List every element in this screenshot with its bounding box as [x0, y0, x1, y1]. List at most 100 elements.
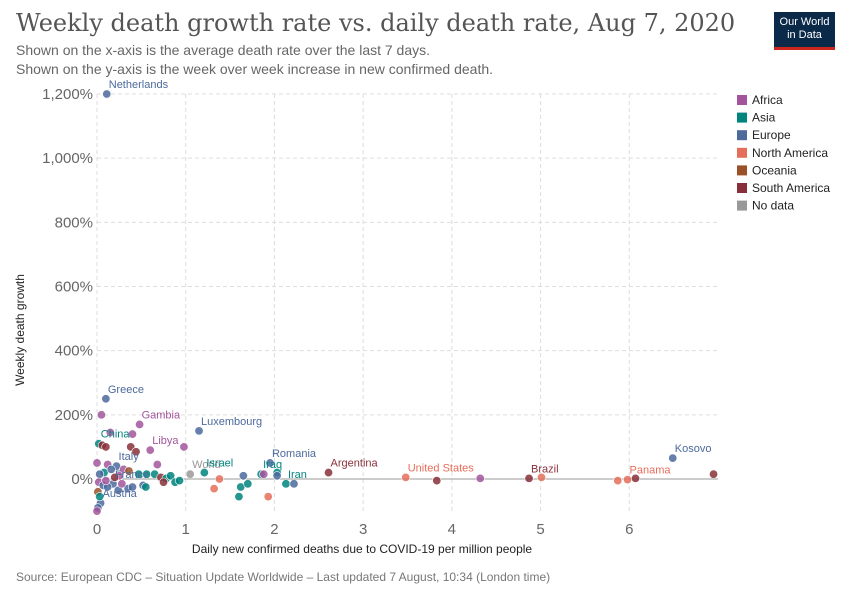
y-axis-label: Weekly death growth	[13, 274, 27, 386]
data-point-label: World	[192, 459, 221, 471]
point-labels: Netherlands Greece Gambia Luxembourg China Li…	[101, 79, 712, 500]
data-points	[92, 89, 719, 516]
x-tick-label: 1	[182, 521, 190, 538]
data-point[interactable]	[209, 484, 219, 494]
data-point-label: Iraq	[263, 459, 282, 471]
data-point[interactable]	[234, 492, 244, 502]
data-point[interactable]	[432, 476, 442, 486]
data-point[interactable]	[95, 469, 105, 479]
data-point-label: Libya	[152, 435, 179, 447]
data-point[interactable]	[179, 442, 189, 452]
source-note: Source: European CDC – Situation Update …	[16, 570, 551, 584]
y-tick-label: 1,000%	[42, 150, 93, 167]
data-point-label: Kosovo	[675, 443, 712, 455]
data-point[interactable]	[272, 471, 282, 481]
data-point-label: Greece	[108, 384, 144, 396]
x-tick-label: 4	[448, 521, 456, 538]
data-point-label: France	[115, 469, 149, 481]
data-point[interactable]	[536, 472, 546, 482]
legend-item-label[interactable]: Oceania	[752, 163, 797, 177]
x-tick-label: 6	[625, 521, 633, 538]
data-point[interactable]	[101, 394, 111, 404]
data-point[interactable]	[475, 473, 485, 483]
y-tick-label: 600%	[55, 279, 93, 296]
legend-item-label[interactable]: No data	[752, 199, 794, 213]
legend-swatch	[737, 112, 747, 123]
legend-swatch	[737, 147, 747, 158]
data-point[interactable]	[152, 460, 162, 470]
y-tick-label: 200%	[55, 407, 93, 424]
legend-swatch	[737, 183, 747, 193]
data-point[interactable]	[238, 471, 248, 481]
legend-item-label[interactable]: North America	[752, 146, 828, 160]
data-point[interactable]	[117, 479, 127, 489]
chart-subtitle-line-2: Shown on the y-axis is the week over wee…	[16, 61, 494, 77]
data-point[interactable]	[623, 475, 633, 485]
legend-swatch	[737, 165, 747, 176]
data-point[interactable]	[102, 89, 112, 99]
data-point[interactable]	[185, 469, 195, 479]
data-point[interactable]	[92, 458, 102, 468]
data-point[interactable]	[127, 482, 137, 492]
grid-lines	[96, 93, 718, 513]
legend-item-label[interactable]: Asia	[752, 111, 776, 125]
data-point[interactable]	[101, 442, 111, 452]
data-point[interactable]	[613, 476, 623, 486]
x-tick-label: 3	[359, 521, 367, 538]
data-point[interactable]	[401, 472, 411, 482]
data-point[interactable]	[95, 492, 105, 502]
data-point[interactable]	[105, 427, 115, 437]
data-point[interactable]	[141, 482, 151, 492]
chart-subtitle-line-1: Shown on the x-axis is the average death…	[16, 42, 431, 58]
data-point[interactable]	[524, 473, 534, 483]
data-point[interactable]	[199, 468, 209, 478]
data-point[interactable]	[96, 410, 106, 420]
data-point[interactable]	[265, 458, 275, 468]
y-tick-label: 800%	[55, 214, 93, 231]
data-point[interactable]	[259, 469, 269, 479]
x-tick-label: 0	[93, 521, 101, 538]
data-point[interactable]	[131, 447, 141, 457]
data-point[interactable]	[166, 471, 176, 481]
data-point-label: Gambia	[142, 409, 181, 421]
legend: Africa Asia Europe North America Oceania Sout…	[737, 93, 830, 213]
data-point[interactable]	[110, 472, 120, 482]
data-point[interactable]	[194, 426, 204, 436]
legend-swatch	[737, 130, 747, 141]
our-world-in-data-logo[interactable]: Our World in Data	[774, 12, 835, 50]
data-point[interactable]	[289, 479, 299, 489]
logo-text-line-1: Our World	[779, 16, 830, 28]
legend-swatch	[737, 95, 747, 105]
data-point-label: Italy	[119, 451, 140, 463]
data-point[interactable]	[281, 479, 291, 489]
data-point[interactable]	[101, 476, 111, 486]
data-point[interactable]	[243, 479, 253, 489]
data-point[interactable]	[159, 477, 169, 487]
data-point-label: Argentina	[331, 458, 379, 470]
data-point[interactable]	[214, 474, 224, 484]
data-point-label: United States	[408, 462, 475, 474]
data-point[interactable]	[145, 445, 155, 455]
legend-item-label[interactable]: Europe	[752, 128, 791, 142]
x-axis-label: Daily new confirmed deaths due to COVID-…	[192, 542, 532, 556]
data-point[interactable]	[135, 419, 145, 429]
data-point[interactable]	[124, 466, 134, 476]
legend-item-label[interactable]: Africa	[752, 93, 783, 107]
y-tick-label: 400%	[55, 343, 93, 360]
data-point[interactable]	[630, 473, 640, 483]
data-point[interactable]	[175, 476, 185, 486]
data-point-label: China	[101, 429, 131, 441]
data-point[interactable]	[106, 464, 116, 474]
data-point[interactable]	[324, 468, 334, 478]
data-point-label: Iran	[288, 469, 307, 481]
data-point[interactable]	[127, 429, 137, 439]
legend-item-label[interactable]: South America	[752, 181, 830, 195]
data-point[interactable]	[263, 492, 273, 502]
data-point[interactable]	[92, 506, 102, 516]
data-point-label: Luxembourg	[201, 416, 262, 428]
logo-text-line-2: in Data	[787, 29, 822, 41]
data-point-label: Brazil	[531, 463, 559, 475]
data-point[interactable]	[668, 453, 678, 463]
data-point[interactable]	[709, 469, 719, 479]
y-tick-label: 0%	[71, 471, 93, 488]
